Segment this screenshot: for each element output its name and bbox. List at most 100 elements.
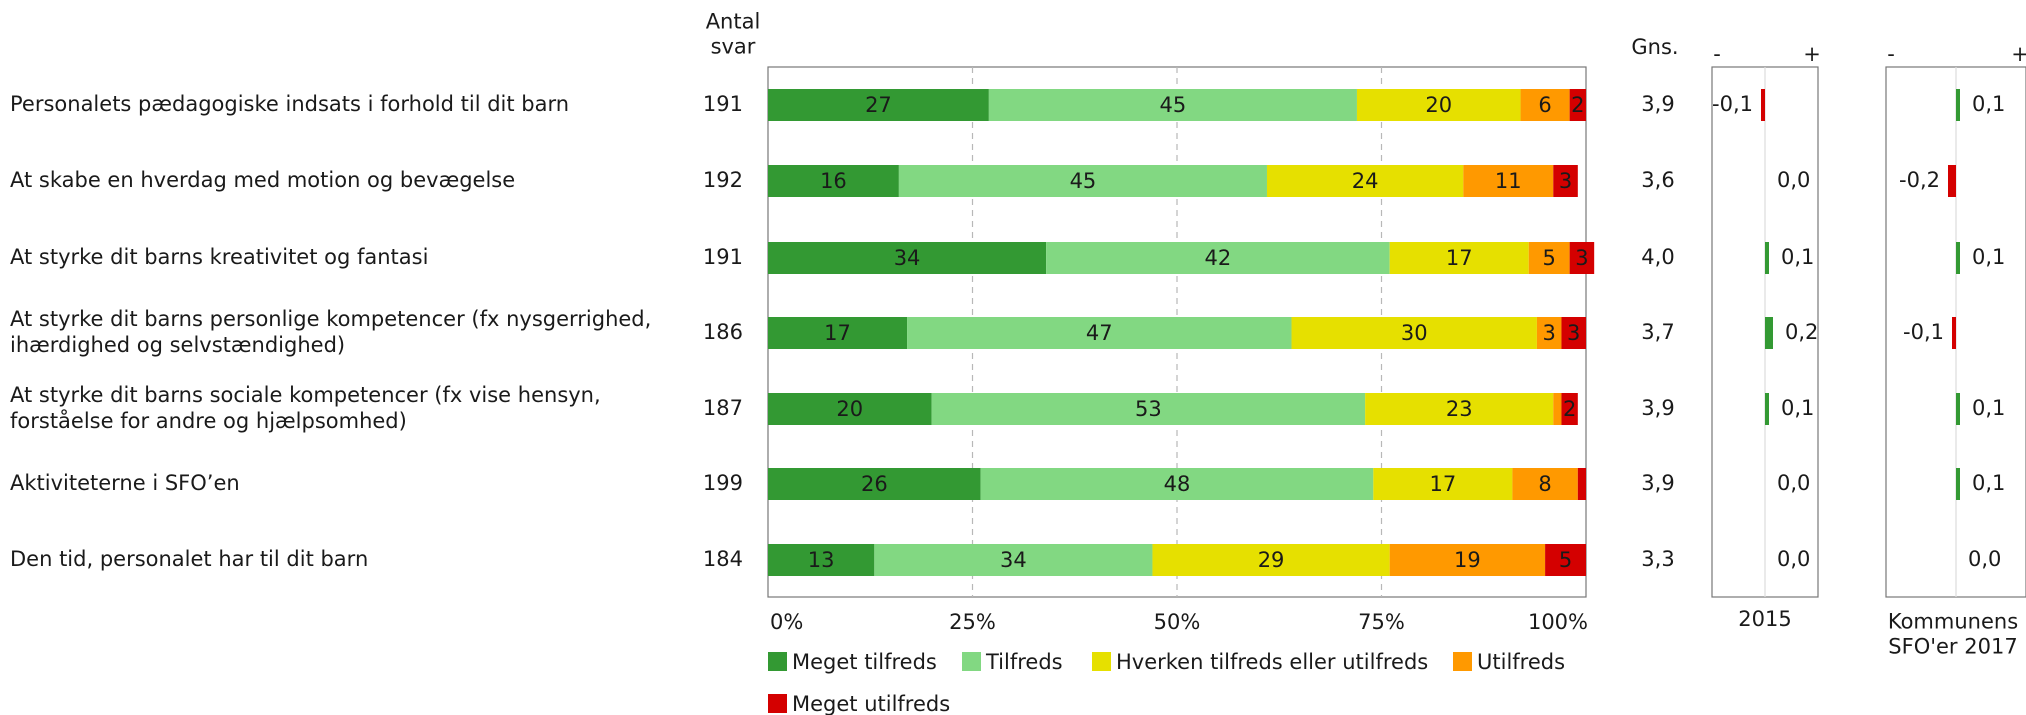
bar-segment <box>1373 468 1513 500</box>
bar-segment <box>768 165 899 197</box>
comparison-value: 0,0 <box>1777 471 1810 495</box>
comparison-label: Kommunens <box>1888 610 2018 634</box>
data-label: 3 <box>1567 321 1580 345</box>
bar-segment <box>1561 317 1586 349</box>
data-label: 23 <box>1446 397 1473 421</box>
comparison-bar <box>1956 468 1960 500</box>
comparison-value: 0,0 <box>1777 547 1810 571</box>
comparison-label: SFO'er 2017 <box>1888 635 2017 659</box>
comparison-plus: + <box>1803 42 1821 66</box>
bar-segment <box>1520 89 1570 121</box>
data-label: 3 <box>1575 246 1588 270</box>
data-label: 20 <box>836 397 863 421</box>
legend-label: Hverken tilfreds eller utilfreds <box>1116 650 1428 674</box>
n-value: 191 <box>703 245 743 269</box>
comparison-value: -0,1 <box>1903 320 1944 344</box>
bar-segment <box>874 544 1153 576</box>
data-label: 13 <box>808 548 835 572</box>
comparison-value: -0,2 <box>1899 168 1940 192</box>
average-value: 3,9 <box>1641 396 1674 420</box>
comparison-value: 0,2 <box>1785 320 1818 344</box>
legend-swatch <box>768 652 787 671</box>
average-value: 3,3 <box>1641 547 1674 571</box>
bar-segment <box>768 468 981 500</box>
bar-segment <box>1553 393 1562 425</box>
x-tick-label: 25% <box>949 610 996 634</box>
bar-segment <box>1561 393 1578 425</box>
n-header: svar <box>711 35 756 59</box>
bar-segment <box>1389 242 1529 274</box>
data-label: 16 <box>820 169 847 193</box>
bar-segment <box>768 544 875 576</box>
legend-swatch <box>768 694 787 713</box>
average-value: 3,9 <box>1641 92 1674 116</box>
n-value: 187 <box>703 396 743 420</box>
legend-label: Meget utilfreds <box>792 692 950 715</box>
data-label: 26 <box>861 472 888 496</box>
bar-segment <box>898 165 1267 197</box>
data-label: 8 <box>1538 472 1551 496</box>
bar-segment <box>1365 393 1554 425</box>
comparison-bar <box>1956 242 1960 274</box>
data-label: 47 <box>1086 321 1113 345</box>
comparison-minus: - <box>1887 42 1895 66</box>
category-label: At skabe en hverdag med motion og bevæge… <box>10 168 515 192</box>
bar-segment <box>1291 317 1537 349</box>
comparison-bar <box>1948 165 1956 197</box>
legend-label: Utilfreds <box>1477 650 1565 674</box>
bar-segment <box>1266 165 1464 197</box>
category-label: At styrke dit barns sociale kompetencer … <box>10 383 601 407</box>
bar-segment <box>1536 317 1562 349</box>
data-label: 24 <box>1352 169 1379 193</box>
category-label: ihærdighed og selvstændighed) <box>10 333 345 357</box>
data-label: 19 <box>1454 548 1481 572</box>
bar-segment <box>1512 468 1578 500</box>
bar-segment <box>1569 89 1586 121</box>
x-tick-label: 0% <box>770 610 803 634</box>
legend-label: Meget tilfreds <box>792 650 937 674</box>
data-label: 30 <box>1401 321 1428 345</box>
comparison-label: 2015 <box>1738 607 1791 631</box>
data-label: 48 <box>1164 472 1191 496</box>
comparison-bar <box>1765 317 1773 349</box>
data-label: 5 <box>1559 548 1572 572</box>
comparison-bar <box>1761 89 1765 121</box>
legend-swatch <box>962 652 981 671</box>
x-tick-label: 75% <box>1358 610 1405 634</box>
x-tick-label: 100% <box>1528 610 1588 634</box>
category-label: forståelse for andre og hjælpsomhed) <box>10 408 407 433</box>
n-value: 191 <box>703 92 743 116</box>
comparison-bar <box>1956 89 1960 121</box>
bar-segment <box>768 242 1047 274</box>
comparison-minus: - <box>1713 42 1721 66</box>
comparison-value: 0,0 <box>1968 547 2001 571</box>
average-value: 3,6 <box>1641 168 1674 192</box>
bar-segment <box>1356 89 1521 121</box>
data-label: 3 <box>1543 321 1556 345</box>
comparison-bar <box>1765 242 1769 274</box>
category-label: Den tid, personalet har til dit barn <box>10 547 368 571</box>
data-label: 2 <box>1563 397 1576 421</box>
x-tick-label: 50% <box>1154 610 1201 634</box>
comparison-bar <box>1952 317 1956 349</box>
comparison-bar <box>1765 393 1769 425</box>
comparison-bar <box>1956 393 1960 425</box>
bar-segment <box>768 317 908 349</box>
bar-segment <box>931 393 1366 425</box>
comparison-value: 0,1 <box>1781 245 1814 269</box>
comparison-value: 0,1 <box>1972 245 2005 269</box>
category-label: Aktiviteterne i SFO’en <box>10 471 240 495</box>
category-label: At styrke dit barns kreativitet og fanta… <box>10 245 428 269</box>
data-label: 34 <box>894 246 921 270</box>
bar-segment <box>1389 544 1546 576</box>
average-value: 3,7 <box>1641 320 1674 344</box>
data-label: 5 <box>1543 246 1556 270</box>
bar-segment <box>1545 544 1586 576</box>
n-value: 186 <box>703 320 743 344</box>
data-label: 34 <box>1000 548 1027 572</box>
avg-header: Gns. <box>1631 35 1678 59</box>
data-label: 11 <box>1495 169 1522 193</box>
bar-segment <box>980 468 1374 500</box>
data-label: 6 <box>1538 93 1551 117</box>
